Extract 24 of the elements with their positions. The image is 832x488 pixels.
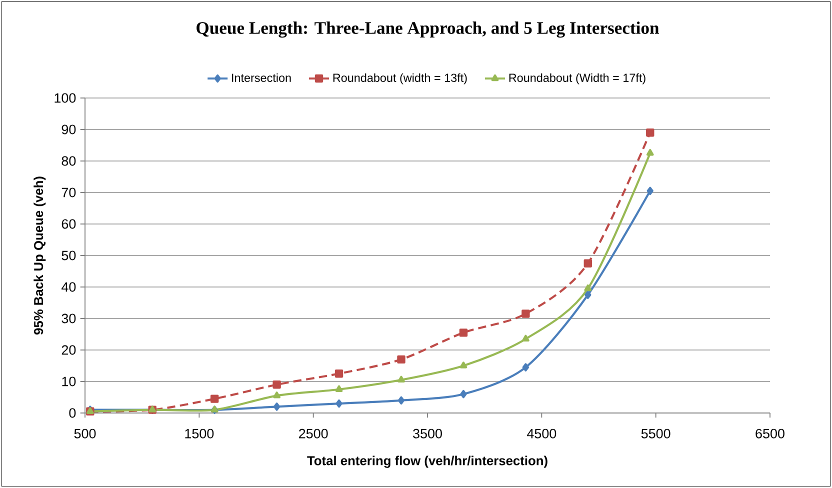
- x-tick-label: 2500: [299, 428, 328, 438]
- y-tick-label: 50: [62, 250, 76, 260]
- x-axis-title: Total entering flow (veh/hr/intersection): [307, 456, 548, 468]
- legend-label: Roundabout (Width = 17ft): [509, 73, 646, 84]
- y-tick-label: 80: [62, 156, 76, 166]
- y-tick-label: 70: [62, 188, 76, 198]
- y-tick-label: 90: [62, 124, 76, 134]
- legend-label: Intersection: [232, 73, 291, 82]
- x-tick-label: 5500: [641, 428, 670, 438]
- y-axis-title: 95% Back Up Queue (veh): [34, 176, 46, 335]
- x-tick-label: 4500: [526, 428, 556, 438]
- x-tick-label: 6500: [756, 428, 784, 438]
- y-tick-label: 20: [62, 345, 76, 355]
- x-tick-label: 500: [74, 428, 96, 438]
- y-tick-label: 40: [62, 282, 76, 292]
- chart-title: Queue Length: Three-Lane Approach, and 5 Leg Intersection: [196, 22, 660, 38]
- legend-label: Roundabout (width = 13ft): [333, 73, 467, 84]
- y-tick-label: 10: [62, 376, 76, 386]
- y-tick-label: 60: [62, 219, 76, 229]
- x-tick-label: 3500: [413, 428, 442, 438]
- x-tick-label: 1500: [185, 428, 214, 438]
- y-tick-label: 0: [69, 408, 76, 418]
- y-tick-label: 30: [62, 314, 76, 324]
- y-tick-label: 100: [54, 93, 76, 103]
